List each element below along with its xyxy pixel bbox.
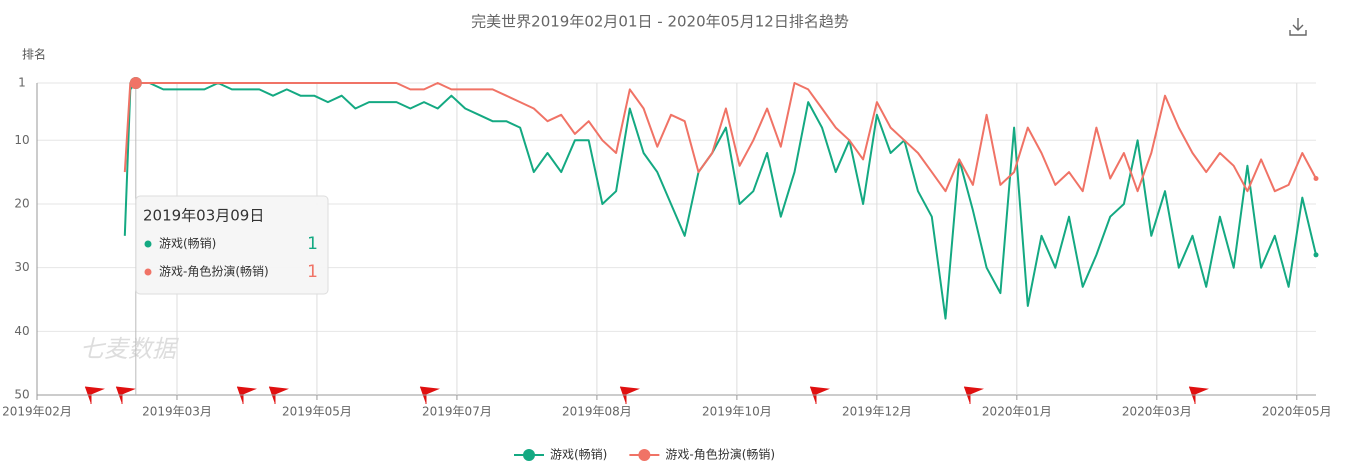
download-icon[interactable] — [1289, 18, 1307, 36]
y-tick-label: 10 — [14, 133, 29, 147]
watermark: 七麦数据 — [80, 335, 179, 363]
event-flag — [268, 386, 289, 404]
x-tick-label: 2019年02月 — [2, 405, 72, 419]
legend-marker — [523, 449, 535, 461]
x-tick-label: 2019年10月 — [702, 405, 772, 419]
legend-label: 游戏-角色扮演(畅销) — [665, 447, 775, 462]
tooltip-marker — [144, 268, 152, 276]
event-flag — [963, 386, 984, 404]
end-point — [1313, 252, 1319, 258]
chart-title: 完美世界2019年02月01日 - 2020年05月12日排名趋势 — [471, 13, 849, 31]
event-flag — [236, 386, 257, 404]
tooltip-title: 2019年03月09日 — [143, 207, 264, 225]
tooltip-series-name: 游戏-角色扮演(畅销) — [159, 264, 269, 279]
end-point — [1313, 176, 1319, 182]
tooltip-marker — [144, 240, 152, 248]
event-flags — [84, 386, 1209, 404]
y-tick-label: 30 — [14, 260, 29, 274]
download-glyph[interactable] — [1289, 18, 1307, 36]
y-tick-label: 20 — [14, 196, 29, 210]
event-flag — [1188, 386, 1209, 404]
tooltip-series-name: 游戏(畅销) — [159, 237, 216, 251]
legend-label: 游戏(畅销) — [550, 448, 607, 462]
event-flag — [115, 386, 136, 404]
x-tick-label: 2019年03月 — [142, 405, 212, 419]
tooltip-box — [135, 195, 329, 295]
tooltip-value: 1 — [307, 262, 318, 282]
tooltip-value: 1 — [307, 234, 318, 254]
x-tick-label: 2020年01月 — [982, 405, 1052, 419]
hover-point — [129, 77, 142, 89]
legend-marker — [638, 449, 651, 461]
event-flag — [419, 386, 440, 404]
x-tick-label: 2019年07月 — [422, 405, 492, 419]
event-flag — [809, 386, 830, 404]
x-tick-label: 2020年05月 — [1262, 405, 1332, 419]
x-tick-label: 2020年03月 — [1122, 405, 1192, 419]
event-flag — [619, 386, 640, 404]
y-axis-label: 排名 — [22, 47, 46, 62]
y-tick-label: 50 — [14, 388, 29, 402]
series-line — [123, 82, 1317, 193]
x-tick-label: 2019年12月 — [842, 405, 912, 419]
y-tick-label: 1 — [18, 76, 26, 90]
y-tick-label: 40 — [14, 324, 29, 338]
event-flag — [84, 386, 105, 404]
x-tick-label: 2019年08月 — [562, 405, 632, 419]
x-tick-label: 2019年05月 — [282, 405, 352, 419]
